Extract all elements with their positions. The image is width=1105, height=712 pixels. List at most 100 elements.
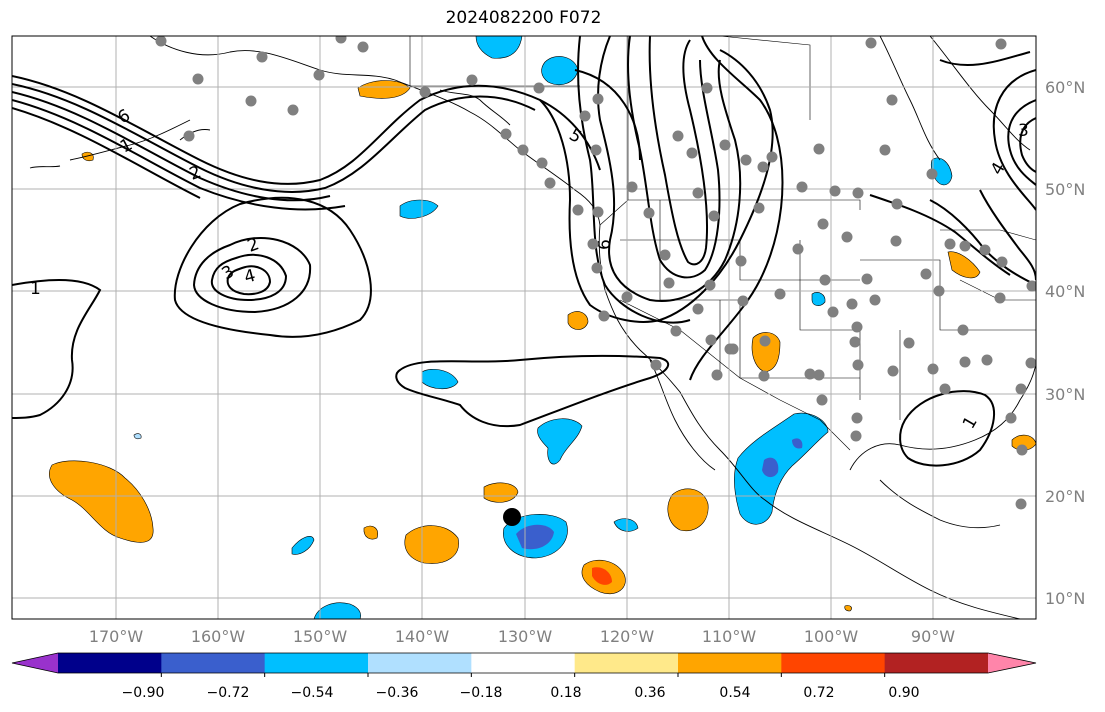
colorbar-tick-label: 0.90	[888, 685, 919, 701]
station-dot	[626, 181, 638, 193]
positive-anomaly-area	[81, 151, 94, 162]
station-dot	[852, 359, 864, 371]
station-dot	[959, 356, 971, 368]
station-dot	[869, 294, 881, 306]
colorbar-segment	[368, 653, 472, 673]
station-dot	[851, 412, 863, 424]
colorbar-segment	[264, 653, 369, 673]
station-dot	[735, 255, 747, 267]
station-dot	[313, 69, 325, 81]
station-dot	[572, 204, 584, 216]
station-dot	[959, 240, 971, 252]
station-dot	[692, 303, 704, 315]
negative-anomaly-area	[133, 433, 142, 440]
station-dot	[650, 359, 662, 371]
graticule	[12, 36, 1036, 619]
lon-label-160w: 160°W	[191, 627, 246, 646]
station-dot	[957, 324, 969, 336]
station-dot	[357, 41, 369, 53]
station-dot	[933, 285, 945, 297]
station-dot	[819, 274, 831, 286]
station-dot	[245, 95, 257, 107]
station-dot	[466, 74, 478, 86]
station-dot	[1026, 280, 1036, 292]
colorbar-segment	[58, 653, 162, 673]
positive-anomaly-area	[667, 488, 709, 532]
station-dot	[740, 154, 752, 166]
colorbar-segment	[574, 653, 679, 673]
strong-negative-anomaly-area	[792, 438, 803, 449]
lat-label-20n: 20°N	[1045, 487, 1085, 506]
station-dot	[851, 321, 863, 333]
colorbar-tick-label: −0.18	[460, 685, 503, 701]
station-dot	[737, 295, 749, 307]
station-dot	[1005, 412, 1017, 424]
station-dot	[886, 94, 898, 106]
negative-anomaly-area	[399, 199, 439, 219]
colorbar-segment	[471, 653, 576, 673]
station-dot	[796, 181, 808, 193]
lon-label-110w: 110°W	[702, 627, 757, 646]
station-dot	[995, 38, 1007, 50]
station-dot	[419, 86, 431, 98]
negative-anomaly-area	[313, 602, 361, 619]
longitude-labels: 170°W 160°W 150°W 140°W 130°W 120°W 110°…	[89, 627, 955, 646]
station-dot	[705, 334, 717, 346]
colorbar-tick-label: 0.36	[634, 685, 665, 701]
station-dot	[643, 207, 655, 219]
lon-label-140w: 140°W	[395, 627, 450, 646]
station-dot	[879, 144, 891, 156]
station-dot	[850, 430, 862, 442]
station-dot	[724, 343, 736, 355]
lon-label-150w: 150°W	[293, 627, 348, 646]
contour-label: 6	[595, 239, 615, 250]
station-dot	[827, 306, 839, 318]
lon-label-90w: 90°W	[911, 627, 955, 646]
contour-label: 4	[242, 266, 258, 288]
station-dot	[994, 292, 1006, 304]
station-dot	[774, 288, 786, 300]
station-dot	[500, 128, 512, 140]
strong-positive-anomaly-area	[592, 567, 612, 585]
station-dot	[759, 335, 771, 347]
colorbar-outline	[11, 652, 1037, 674]
station-dot	[903, 337, 915, 349]
station-dot	[692, 187, 704, 199]
map-title: 2024082200 F072	[445, 8, 602, 28]
negative-anomaly-area	[421, 369, 459, 390]
negative-anomaly-area	[541, 56, 579, 85]
station-dot	[686, 147, 698, 159]
station-dot	[659, 249, 671, 261]
lat-label-50n: 50°N	[1045, 180, 1085, 199]
station-dot	[672, 130, 684, 142]
station-dot	[517, 144, 529, 156]
positive-anomaly-area	[357, 80, 411, 99]
colorbar	[11, 652, 1037, 677]
station-dot	[865, 37, 877, 49]
station-dot	[813, 369, 825, 381]
negative-anomaly-area	[475, 36, 523, 59]
station-dot	[944, 238, 956, 250]
colorbar-tick-label: −0.72	[207, 685, 250, 701]
station-markers	[155, 36, 1036, 510]
station-dot	[544, 177, 556, 189]
lat-label-10n: 10°N	[1045, 589, 1085, 608]
station-dot	[1015, 383, 1027, 395]
colorbar-extend-max	[988, 653, 1036, 673]
positive-anomaly-area	[363, 525, 378, 540]
positive-anomaly-area	[751, 332, 781, 373]
station-dot	[891, 198, 903, 210]
lat-label-40n: 40°N	[1045, 282, 1085, 301]
positive-anomaly-area	[404, 525, 459, 564]
station-dot	[939, 383, 951, 395]
positive-anomaly-area	[844, 605, 852, 612]
anomaly-shading	[49, 36, 1036, 619]
lon-label-120w: 120°W	[600, 627, 655, 646]
station-dot	[590, 144, 602, 156]
colorbar-segment	[781, 653, 886, 673]
positive-anomaly-area	[483, 482, 519, 503]
colorbar-tick-label: 0.54	[719, 685, 750, 701]
colorbar-tick-label: −0.54	[291, 685, 334, 701]
colorbar-segment	[884, 653, 989, 673]
station-dot	[287, 104, 299, 116]
